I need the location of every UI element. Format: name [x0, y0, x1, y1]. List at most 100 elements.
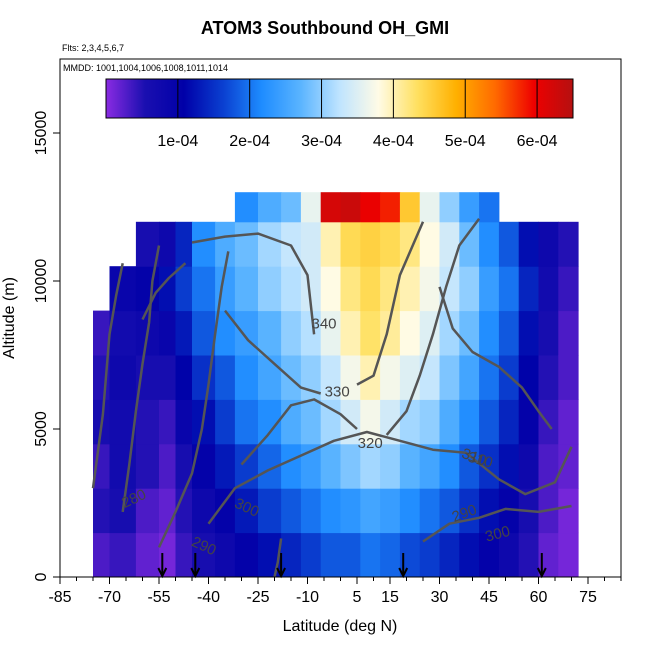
heatmap-cell: [234, 310, 259, 356]
theta-contour-line: [356, 221, 425, 386]
heatmap-cell: [109, 310, 137, 356]
flight-marker-head: [190, 567, 201, 579]
heatmap-cell: [439, 443, 460, 489]
theta-contour-label: 310: [466, 449, 495, 472]
x-tick-label: 30: [431, 589, 449, 606]
theta-contour-label: 300: [483, 523, 512, 546]
heatmap-cell: [192, 443, 216, 489]
heatmap-cell: [360, 310, 381, 356]
heatmap-cell: [498, 221, 520, 267]
theta-contour-label: 340: [311, 315, 336, 332]
theta-contour-line: [438, 286, 553, 430]
heatmap-cell: [558, 310, 579, 356]
heatmap-cell: [498, 399, 520, 445]
colorbar-tick-label: 4e-04: [373, 133, 414, 150]
heatmap-cell: [215, 532, 236, 577]
heatmap-cell: [518, 310, 539, 356]
heatmap-cell: [281, 192, 302, 223]
heatmap-cell: [518, 355, 539, 400]
heatmap-cell: [419, 443, 440, 489]
heatmap-cell: [192, 532, 216, 577]
theta-contour-line: [385, 218, 481, 436]
heatmap-cell: [258, 399, 282, 445]
heatmap-cell: [320, 310, 341, 356]
heatmap-cell: [479, 221, 500, 267]
heatmap-cell: [93, 488, 110, 534]
heatmap-cell: [558, 488, 579, 534]
heatmap-cell: [498, 266, 520, 312]
theta-contour-label: 330: [325, 383, 350, 400]
heatmap-cell: [479, 443, 500, 489]
heatmap-cell: [300, 221, 322, 267]
heatmap-cell: [281, 266, 302, 312]
theta-contour-line: [240, 398, 358, 466]
heatmap-cell: [340, 532, 361, 577]
heatmap-cell: [419, 532, 440, 577]
y-tick-label: 10000: [33, 259, 50, 304]
heatmap-cell: [558, 221, 579, 267]
heatmap-cell: [93, 532, 110, 577]
heatmap-cell: [558, 355, 579, 400]
x-tick-label: 5: [353, 589, 362, 606]
heatmap-cell: [419, 310, 440, 356]
heatmap-cell: [498, 488, 520, 534]
heatmap-cell: [192, 488, 216, 534]
heatmap-cell: [159, 266, 176, 312]
chart-title: ATOM3 Southbound OH_GMI: [200, 18, 450, 38]
heatmap-cell: [558, 532, 579, 577]
heatmap-cell: [399, 443, 421, 489]
heatmap-cell: [399, 221, 421, 267]
heatmap-cell: [320, 221, 341, 267]
theta-contour-line: [91, 262, 124, 489]
heatmap-cell: [479, 266, 500, 312]
flight-marker-head: [398, 567, 409, 579]
heatmap-cell: [175, 443, 193, 489]
heatmap-cell: [258, 266, 282, 312]
heatmap-cell: [234, 355, 259, 400]
heatmap-cell: [215, 355, 236, 400]
heatmap-cell: [135, 532, 160, 577]
heatmap-cell: [175, 355, 193, 400]
heatmap-cell: [380, 355, 401, 400]
heatmap-cells: [93, 192, 579, 577]
heatmap-cell: [518, 399, 539, 445]
x-tick-label: 75: [579, 589, 597, 606]
theta-contour-line: [422, 504, 572, 543]
heatmap-cell: [459, 399, 480, 445]
heatmap-cell: [459, 221, 480, 267]
heatmap-cell: [498, 532, 520, 577]
heatmap-cell: [109, 355, 137, 400]
heatmap-cell: [258, 443, 282, 489]
heatmap-cell: [320, 443, 341, 489]
y-tick-label: 15000: [33, 111, 50, 156]
heatmap-cell: [399, 532, 421, 577]
heatmap-cell: [479, 355, 500, 400]
colorbar-tick-label: 5e-04: [445, 133, 486, 150]
heatmap-cell: [320, 532, 341, 577]
heatmap-cell: [281, 310, 302, 356]
heatmap-cell: [215, 488, 236, 534]
heatmap-cell: [360, 443, 381, 489]
heatmap-cell: [258, 355, 282, 400]
flight-marker-head: [276, 567, 286, 579]
theta-contour-line: [141, 262, 187, 321]
x-axis: -85 -70 -55 -40 -25 -10 5 15 30 45 60 75: [48, 577, 622, 606]
heatmap-cell: [439, 399, 460, 445]
heatmap-cell: [459, 443, 480, 489]
colorbar-tick-label: 6e-04: [517, 133, 558, 150]
heatmap-cell: [258, 488, 282, 534]
heatmap-cell: [300, 192, 322, 223]
heatmap-cell: [399, 310, 421, 356]
heatmap-cell: [360, 266, 381, 312]
heatmap-cell: [380, 488, 401, 534]
heatmap-cell: [479, 532, 500, 577]
heatmap-cell: [175, 532, 193, 577]
heatmap-cell: [419, 266, 440, 312]
heatmap-cell: [159, 310, 176, 356]
heatmap-cell: [109, 532, 137, 577]
heatmap-cell: [538, 443, 559, 489]
heatmap-cell: [320, 355, 341, 400]
heatmap-cell: [159, 443, 176, 489]
heatmap-cell: [439, 310, 460, 356]
heatmap-cell: [518, 221, 539, 267]
